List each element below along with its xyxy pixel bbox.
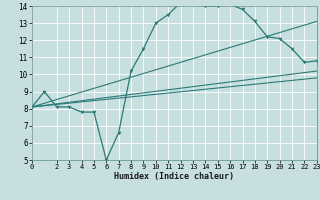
X-axis label: Humidex (Indice chaleur): Humidex (Indice chaleur) [115,172,234,181]
